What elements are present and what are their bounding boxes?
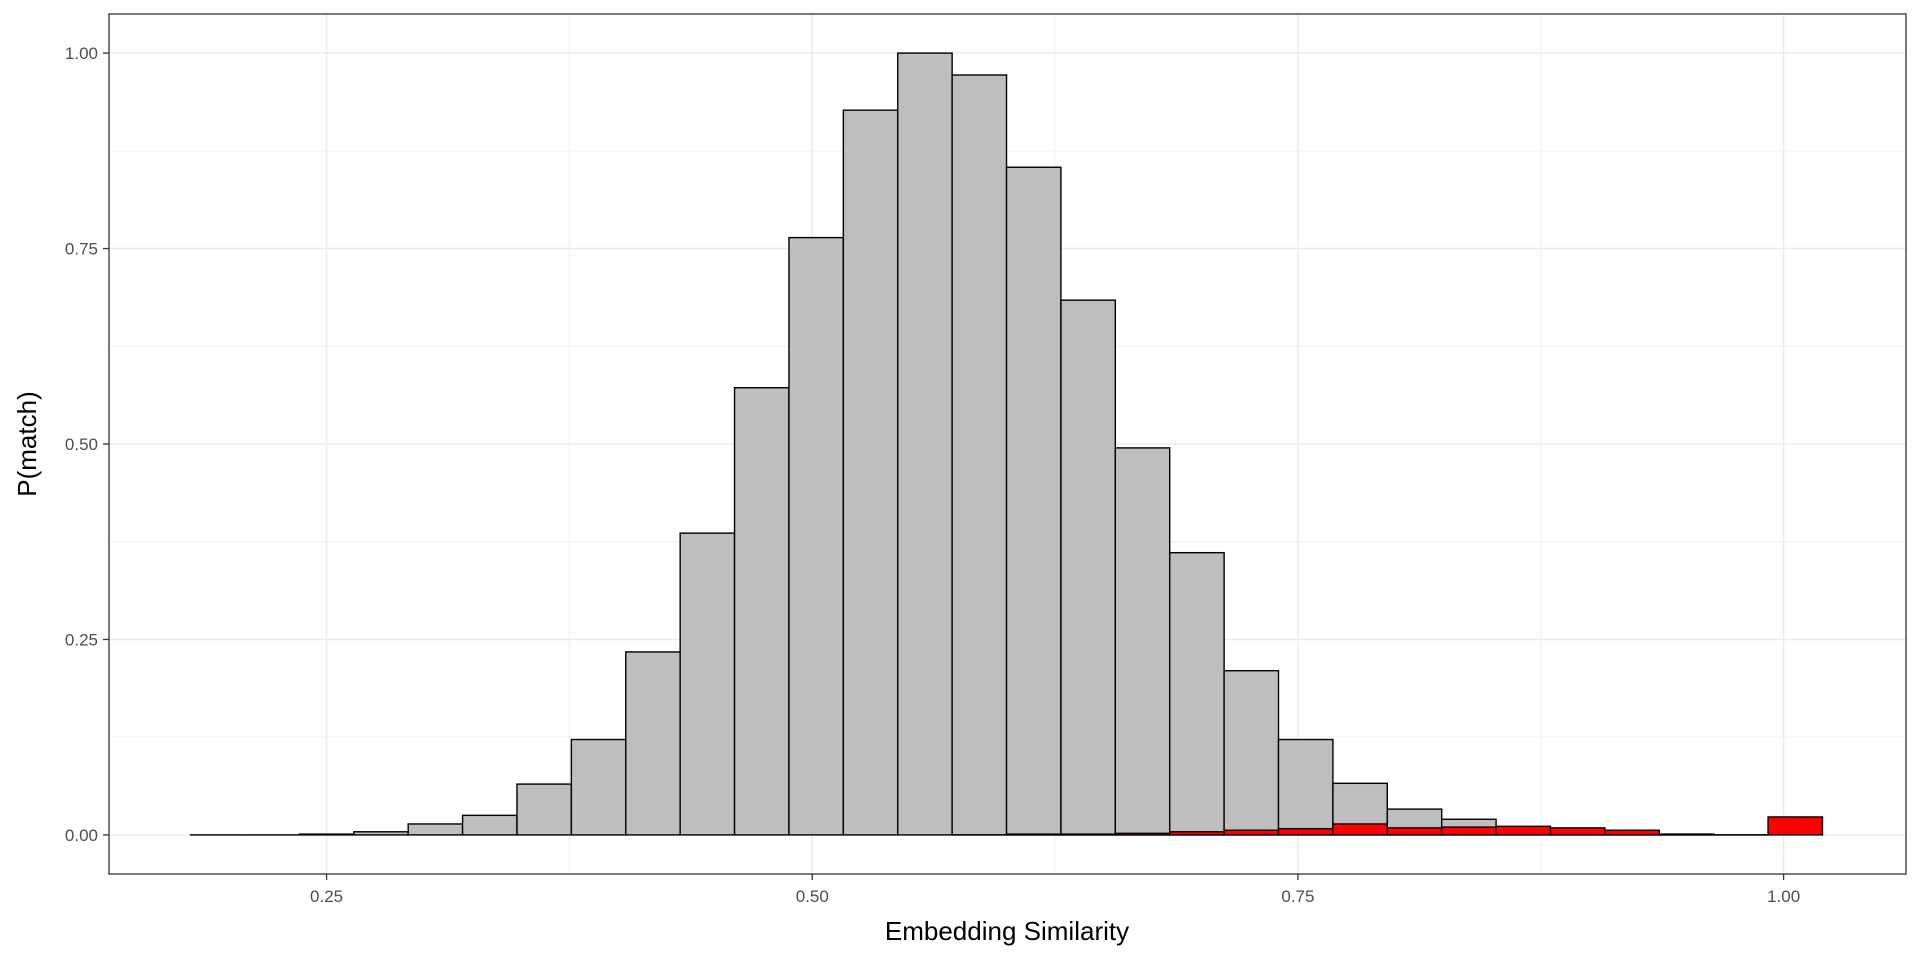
series-0-bar-17: [1114, 447, 1171, 836]
y-axis-title: P(match): [12, 391, 42, 496]
x-tick-label-3: 1.00: [1767, 887, 1800, 906]
series-0-bar-12: [842, 109, 899, 836]
series-0-bar-20: [1277, 738, 1334, 836]
series-1-bar-12: [1604, 829, 1660, 836]
y-axis: 0.00 0.25 0.50 0.75 1.00: [65, 44, 109, 845]
series-1-bar-2: [1060, 833, 1117, 836]
series-1-bar-10: [1495, 825, 1552, 836]
series-0-bar-18: [1169, 551, 1225, 836]
series-0-bar-16: [1060, 299, 1117, 836]
series-1-bar-1: [1005, 833, 1062, 836]
series-0-bar-9: [679, 532, 736, 836]
series-1-bar-6: [1277, 827, 1334, 836]
series-0-bar-6: [516, 783, 573, 836]
series-0-bar-4: [407, 823, 464, 836]
series-1-bar-5: [1223, 829, 1280, 836]
series-0-bar-8: [625, 651, 681, 836]
x-tick-label-2: 0.75: [1281, 887, 1314, 906]
series-1-bar-3: [1114, 832, 1171, 836]
y-tick-label-3: 0.75: [65, 240, 98, 259]
series-1-bar-7: [1332, 823, 1388, 836]
series-0-bar-2: [298, 833, 355, 836]
series-0-bar-5: [461, 814, 518, 836]
series-0-bar-7: [570, 738, 627, 836]
series-0-bar-10: [733, 387, 790, 836]
series-0-bar-3: [353, 831, 409, 836]
y-tick-label-2: 0.50: [65, 435, 98, 454]
y-tick-label-4: 1.00: [65, 44, 98, 63]
x-axis-title: Embedding Similarity: [885, 916, 1129, 946]
y-tick-label-1: 0.25: [65, 630, 98, 649]
series-1-bar-13: [1658, 833, 1715, 836]
y-tick-label-0: 0.00: [65, 826, 98, 845]
series-0-bar-19: [1223, 670, 1280, 836]
series-0-bar-11: [788, 236, 845, 836]
series-1-bar-8: [1386, 827, 1443, 836]
x-tick-label-0: 0.25: [310, 887, 343, 906]
series-0-bar-15: [1005, 166, 1062, 836]
x-tick-label-1: 0.50: [796, 887, 829, 906]
series-1-bar-11: [1549, 827, 1606, 836]
x-axis: 0.25 0.50 0.75 1.00: [310, 874, 1800, 906]
histogram-bars: [189, 52, 1824, 836]
series-0-bar-14: [951, 74, 1008, 836]
series-1-bar-15: [1767, 816, 1824, 836]
series-0-bar-13: [897, 52, 953, 836]
series-1-bar-4: [1169, 831, 1225, 836]
series-1-bar-9: [1440, 826, 1497, 836]
